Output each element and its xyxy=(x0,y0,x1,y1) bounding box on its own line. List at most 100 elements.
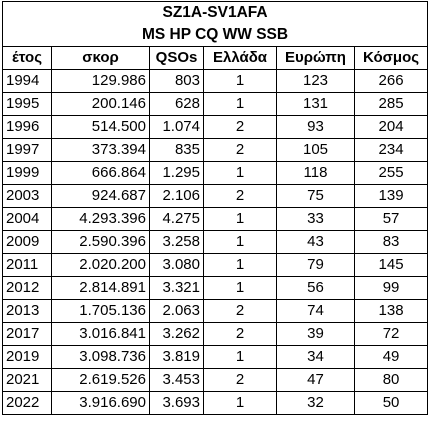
cell-greece: 2 xyxy=(203,322,277,346)
header-row: έτος σκορ QSOs Ελλάδα Ευρώπη Κόσμος xyxy=(2,46,429,70)
cell-qsos: 1.295 xyxy=(149,161,204,185)
cell-score: 2.590.396 xyxy=(51,230,150,254)
table-row: 2004 4.293.396 4.275 1 33 57 xyxy=(2,207,429,231)
cell-world: 138 xyxy=(353,299,429,323)
cell-score: 3.916.690 xyxy=(51,391,150,415)
cell-year: 2003 xyxy=(2,184,52,208)
cell-qsos: 3.080 xyxy=(149,253,204,277)
cell-score: 3.098.736 xyxy=(51,345,150,369)
cell-score: 200.146 xyxy=(51,92,150,116)
cell-world: 285 xyxy=(353,92,429,116)
cell-score: 2.814.891 xyxy=(51,276,150,300)
cell-qsos: 3.819 xyxy=(149,345,204,369)
cell-qsos: 3.453 xyxy=(149,368,204,392)
cell-europe: 105 xyxy=(276,138,355,162)
cell-greece: 2 xyxy=(203,138,277,162)
cell-year: 2021 xyxy=(2,368,52,392)
header-score: σκορ xyxy=(51,46,150,70)
cell-world: 80 xyxy=(353,368,429,392)
cell-world: 234 xyxy=(353,138,429,162)
cell-world: 266 xyxy=(353,69,429,93)
cell-europe: 118 xyxy=(276,161,355,185)
cell-qsos: 2.106 xyxy=(149,184,204,208)
table-row: 2009 2.590.396 3.258 1 43 83 xyxy=(2,230,429,254)
table-row: 2022 3.916.690 3.693 1 32 50 xyxy=(2,391,429,415)
cell-qsos: 1.074 xyxy=(149,115,204,139)
table-title: SZ1A-SV1AFA xyxy=(1,1,429,24)
cell-qsos: 835 xyxy=(149,138,204,162)
cell-greece: 2 xyxy=(203,184,277,208)
cell-world: 99 xyxy=(353,276,429,300)
cell-europe: 74 xyxy=(276,299,355,323)
table-row: 2021 2.619.526 3.453 2 47 80 xyxy=(2,368,429,392)
cell-score: 2.619.526 xyxy=(51,368,150,392)
table-row: 1994 129.986 803 1 123 266 xyxy=(2,69,429,93)
table-row: 2019 3.098.736 3.819 1 34 49 xyxy=(2,345,429,369)
cell-europe: 39 xyxy=(276,322,355,346)
cell-world: 83 xyxy=(353,230,429,254)
cell-europe: 47 xyxy=(276,368,355,392)
title-row-2: MS HP CQ WW SSB xyxy=(1,24,429,47)
table-row: 1995 200.146 628 1 131 285 xyxy=(2,92,429,116)
header-greece: Ελλάδα xyxy=(203,46,277,70)
cell-score: 924.687 xyxy=(51,184,150,208)
cell-europe: 56 xyxy=(276,276,355,300)
title-row-1: SZ1A-SV1AFA xyxy=(1,1,429,24)
cell-score: 129.986 xyxy=(51,69,150,93)
cell-year: 2009 xyxy=(2,230,52,254)
table-row: 2012 2.814.891 3.321 1 56 99 xyxy=(2,276,429,300)
cell-world: 57 xyxy=(353,207,429,231)
cell-qsos: 2.063 xyxy=(149,299,204,323)
cell-world: 50 xyxy=(353,391,429,415)
cell-greece: 1 xyxy=(203,253,277,277)
results-table: SZ1A-SV1AFA MS HP CQ WW SSB έτος σκορ QS… xyxy=(1,1,429,415)
cell-europe: 75 xyxy=(276,184,355,208)
header-europe: Ευρώπη xyxy=(276,46,355,70)
table-row: 2003 924.687 2.106 2 75 139 xyxy=(2,184,429,208)
cell-europe: 43 xyxy=(276,230,355,254)
cell-qsos: 3.321 xyxy=(149,276,204,300)
cell-score: 2.020.200 xyxy=(51,253,150,277)
cell-year: 2019 xyxy=(2,345,52,369)
cell-europe: 33 xyxy=(276,207,355,231)
cell-score: 666.864 xyxy=(51,161,150,185)
cell-world: 204 xyxy=(353,115,429,139)
cell-score: 373.394 xyxy=(51,138,150,162)
table-row: 1999 666.864 1.295 1 118 255 xyxy=(2,161,429,185)
cell-qsos: 628 xyxy=(149,92,204,116)
cell-greece: 2 xyxy=(203,115,277,139)
cell-greece: 1 xyxy=(203,230,277,254)
cell-europe: 79 xyxy=(276,253,355,277)
cell-qsos: 803 xyxy=(149,69,204,93)
cell-world: 145 xyxy=(353,253,429,277)
cell-europe: 123 xyxy=(276,69,355,93)
cell-year: 1995 xyxy=(2,92,52,116)
cell-greece: 1 xyxy=(203,161,277,185)
cell-europe: 34 xyxy=(276,345,355,369)
cell-world: 72 xyxy=(353,322,429,346)
table-row: 2011 2.020.200 3.080 1 79 145 xyxy=(2,253,429,277)
results-sheet: SZ1A-SV1AFA MS HP CQ WW SSB έτος σκορ QS… xyxy=(1,1,429,415)
cell-qsos: 3.258 xyxy=(149,230,204,254)
cell-qsos: 4.275 xyxy=(149,207,204,231)
cell-year: 2013 xyxy=(2,299,52,323)
cell-greece: 1 xyxy=(203,92,277,116)
cell-year: 1994 xyxy=(2,69,52,93)
cell-year: 1999 xyxy=(2,161,52,185)
cell-greece: 1 xyxy=(203,391,277,415)
table-row: 2017 3.016.841 3.262 2 39 72 xyxy=(2,322,429,346)
cell-year: 2011 xyxy=(2,253,52,277)
cell-europe: 131 xyxy=(276,92,355,116)
cell-greece: 1 xyxy=(203,276,277,300)
table-subtitle: MS HP CQ WW SSB xyxy=(1,24,429,47)
cell-greece: 1 xyxy=(203,69,277,93)
header-world: Κόσμος xyxy=(353,46,429,70)
cell-qsos: 3.262 xyxy=(149,322,204,346)
cell-score: 4.293.396 xyxy=(51,207,150,231)
table-row: 1996 514.500 1.074 2 93 204 xyxy=(2,115,429,139)
table-row: 1997 373.394 835 2 105 234 xyxy=(2,138,429,162)
cell-world: 49 xyxy=(353,345,429,369)
cell-europe: 93 xyxy=(276,115,355,139)
cell-qsos: 3.693 xyxy=(149,391,204,415)
cell-year: 2012 xyxy=(2,276,52,300)
